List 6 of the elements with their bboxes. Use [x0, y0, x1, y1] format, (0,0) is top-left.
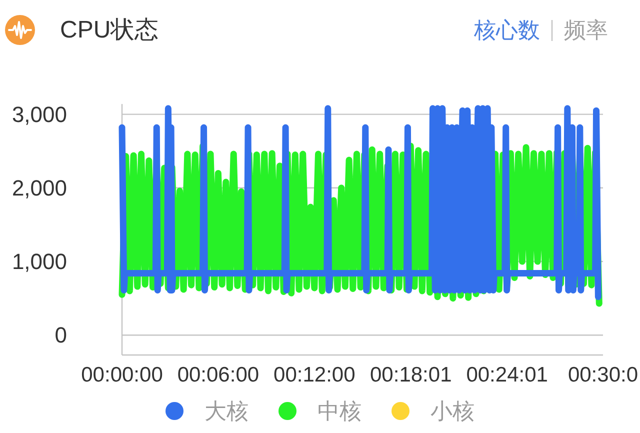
legend-label: 大核	[204, 398, 248, 424]
legend-label: 中核	[318, 398, 362, 424]
annotation: 核心数	[474, 18, 540, 42]
title: CPU状态	[60, 16, 159, 44]
legend-label: 小核	[430, 398, 474, 424]
annotation: 频率	[564, 18, 608, 42]
